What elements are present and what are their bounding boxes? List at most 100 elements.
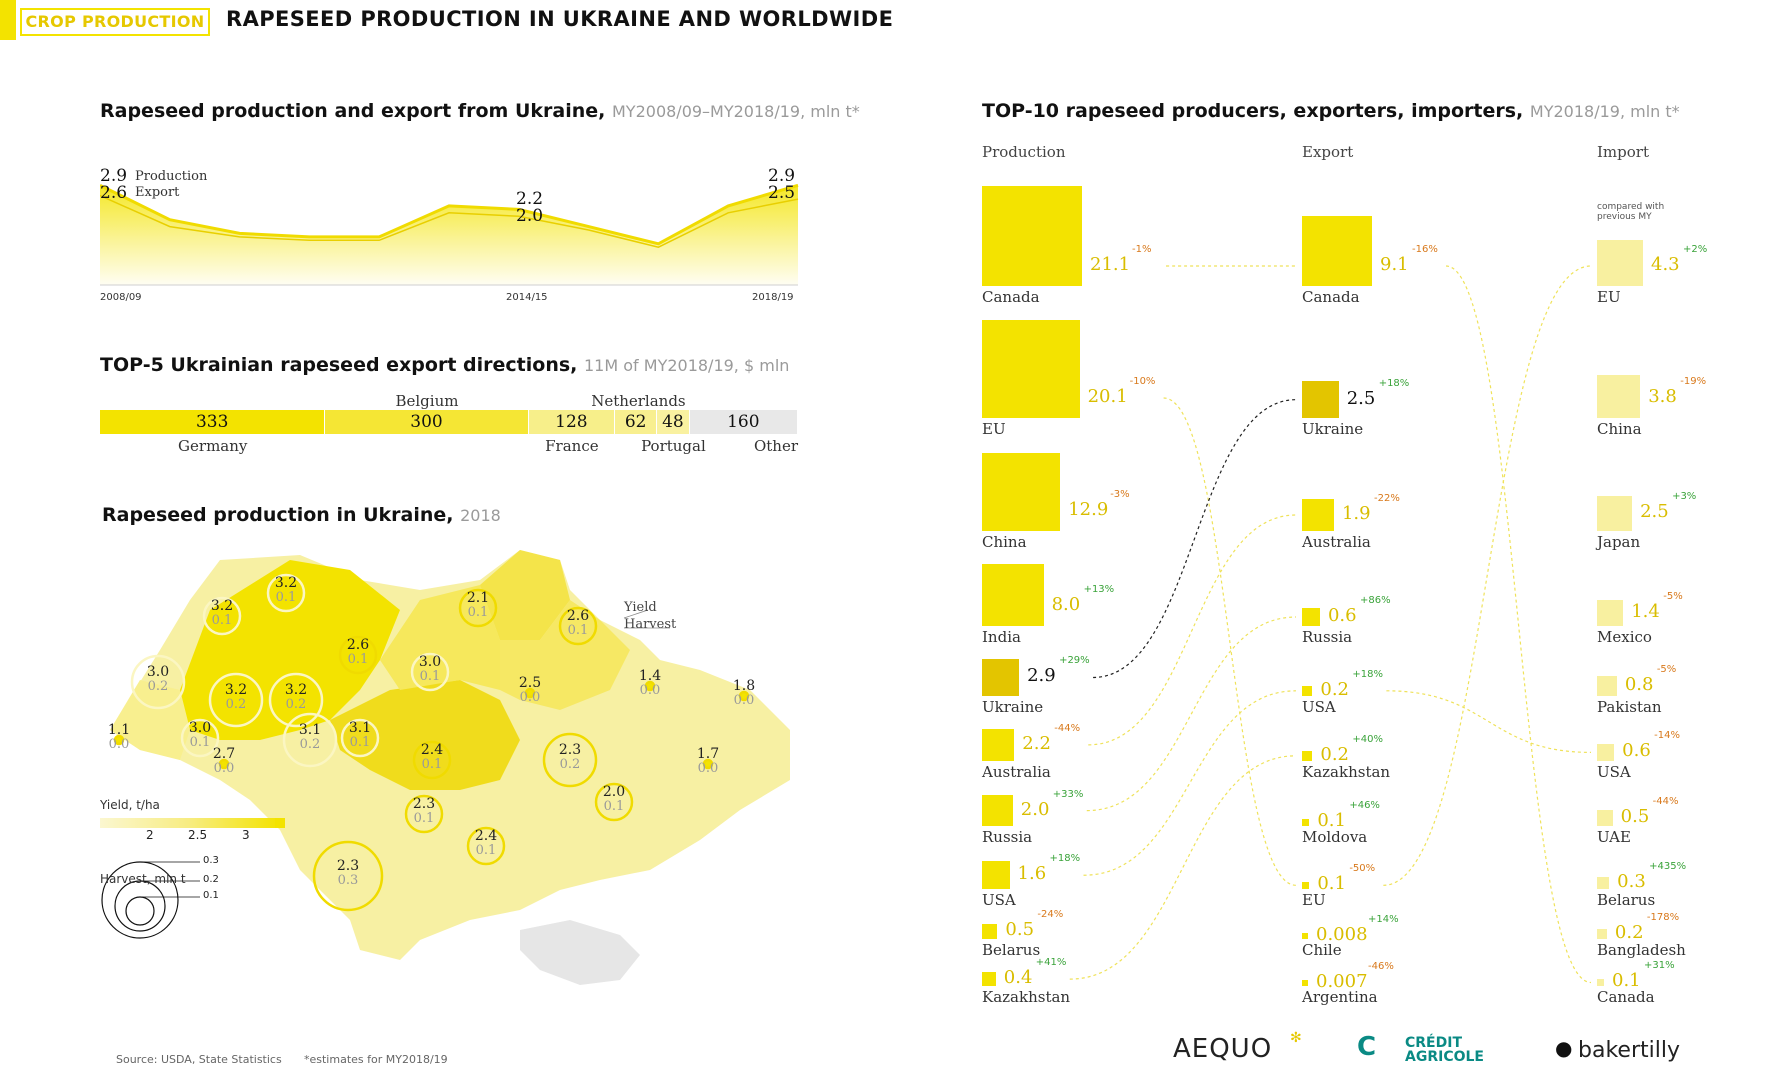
map-harvest-label-7: 0.2	[148, 679, 169, 694]
export-country-canada: Canada	[1302, 288, 1360, 306]
map-yield-label-12: 1.4	[639, 668, 661, 684]
map-harvest-label-2: 0.1	[276, 590, 297, 605]
import-country-canada: Canada	[1597, 988, 1655, 1006]
export-country-russia: Russia	[1302, 628, 1353, 646]
map-harvest-circle-23	[466, 826, 506, 866]
map-yield-label-6: 2.6	[567, 608, 589, 624]
mid-production-label: 2.2	[516, 189, 544, 209]
export-square-moldova	[1302, 818, 1310, 826]
export-change-moldova: +46%	[1349, 800, 1380, 812]
import-change-pakistan: -5%	[1656, 664, 1677, 676]
export-square-russia	[1302, 608, 1320, 626]
import-square-canada	[1597, 978, 1604, 986]
map-harvest-label-24: 0.3	[338, 873, 359, 888]
flow-production-export-australia	[1088, 514, 1297, 746]
x-tick-mid: 2014/15	[506, 292, 548, 303]
production-square-usa	[982, 861, 1010, 889]
export-change-ukraine: +18%	[1378, 377, 1410, 389]
export-country-kazakhstan: Kazakhstan	[1302, 763, 1391, 781]
export-change-australia: -22%	[1373, 493, 1400, 504]
map-yield-label-5: 2.1	[467, 590, 489, 606]
production-change-india: +13%	[1083, 584, 1115, 595]
bakertilly-icon: ●	[1555, 1036, 1573, 1060]
production-country-kazakhstan: Kazakhstan	[982, 988, 1071, 1006]
map-harvest-circle-9	[268, 672, 324, 728]
map-yield-label-18: 2.4	[421, 742, 443, 758]
map-harvest-label-20: 0.0	[698, 761, 719, 776]
import-square-bangladesh	[1597, 929, 1607, 939]
map-harvest-label-12: 0.0	[640, 683, 661, 698]
production-square-china	[982, 452, 1061, 531]
map-harvest-circle-10	[340, 718, 380, 758]
map-region-poltava	[500, 600, 630, 710]
import-value-mexico: 1.4	[1631, 600, 1660, 622]
import-square-uae	[1597, 810, 1613, 826]
map-region-west-pale	[110, 680, 190, 760]
map-harvest-label-17: 0.0	[214, 761, 235, 776]
import-value-uae: 0.5	[1620, 806, 1650, 828]
production-square-ukraine	[982, 658, 1020, 696]
import-country-mexico: Mexico	[1597, 628, 1652, 646]
export-bar-subtitle: 11M of MY2018/19, $ mln	[584, 356, 790, 375]
production-line	[100, 183, 799, 246]
production-change-china: -3%	[1110, 489, 1130, 500]
export-value-chile: 0.008	[1316, 924, 1368, 945]
import-change-canada: +31%	[1644, 960, 1675, 972]
page-title: RAPESEED PRODUCTION IN UKRAINE AND WORLD…	[226, 7, 894, 31]
map-yield-label-21: 2.0	[603, 784, 625, 800]
export-value-ukraine: 2.5	[1346, 387, 1376, 409]
line-chart-title-text: Rapeseed production and export from Ukra…	[100, 100, 606, 122]
bakertilly-logo: bakertilly	[1578, 1038, 1680, 1063]
map-harvest-label-21: 0.1	[604, 799, 625, 814]
production-country-usa: USA	[982, 891, 1016, 909]
export-bar-label-france: France	[545, 437, 599, 455]
map-key-harvest: Harvest	[624, 617, 677, 632]
map-yield-label-20: 1.7	[697, 746, 719, 762]
import-value-china: 3.8	[1648, 386, 1677, 407]
import-change-bangladesh: -178%	[1646, 912, 1680, 924]
production-square-india	[982, 564, 1044, 626]
production-value-ukraine: 2.9	[1027, 665, 1056, 687]
export-country-australia: Australia	[1302, 533, 1371, 551]
x-tick-first: 2008/09	[100, 292, 142, 303]
production-change-eu: -10%	[1129, 376, 1156, 387]
map-harvest-circle-7	[130, 654, 186, 710]
export-square-kazakhstan	[1302, 750, 1313, 761]
estimate-note: *estimates for MY2018/19	[304, 1053, 448, 1066]
production-value-eu: 20.1	[1087, 386, 1128, 407]
production-country-belarus: Belarus	[982, 941, 1041, 959]
map-yield-label-2: 3.2	[275, 575, 297, 591]
col-head-export: Export	[1302, 143, 1354, 161]
map-region-vinnytsia	[380, 585, 500, 690]
source-note: Source: USDA, State Statistics	[116, 1053, 282, 1066]
map-harvest-circle-11	[524, 687, 536, 699]
import-country-japan: Japan	[1597, 533, 1641, 551]
map-harvest-circle-20	[702, 758, 714, 770]
map-region-kyiv	[480, 550, 570, 640]
import-country-usa: USA	[1597, 763, 1631, 781]
export-change-canada: -16%	[1412, 244, 1438, 255]
map-harvest-label-23: 0.1	[476, 843, 497, 858]
import-change-uae: -44%	[1652, 796, 1679, 808]
line-chart	[100, 183, 799, 286]
import-square-usa	[1597, 743, 1615, 761]
map-harvest-label-9: 0.2	[286, 697, 307, 712]
import-country-eu: EU	[1597, 288, 1621, 306]
export-bar-title: TOP-5 Ukrainian rapeseed export directio…	[100, 354, 789, 376]
map-harvest-circle-16	[282, 712, 338, 768]
export-value-australia: 1.9	[1341, 503, 1371, 524]
map-subtitle: 2018	[460, 506, 501, 525]
map-yield-label-4: 3.0	[419, 654, 441, 670]
map-yield-label-10: 3.1	[349, 720, 371, 736]
production-square-belarus	[982, 923, 998, 939]
yield-legend-tick-2: 2	[146, 828, 154, 842]
map-harvest-circle-19	[542, 732, 598, 788]
map-region-high-yield-center	[330, 680, 520, 790]
export-square-eu	[1302, 881, 1310, 889]
map-harvest-circle-5	[458, 588, 498, 628]
line-chart-subtitle: MY2008/09–MY2018/19, mln t*	[612, 102, 860, 121]
legend-export: Export	[135, 185, 180, 200]
map-harvest-label-10: 0.1	[350, 735, 371, 750]
yield-legend-gradient	[100, 818, 280, 828]
map-harvest-label-5: 0.1	[468, 605, 489, 620]
